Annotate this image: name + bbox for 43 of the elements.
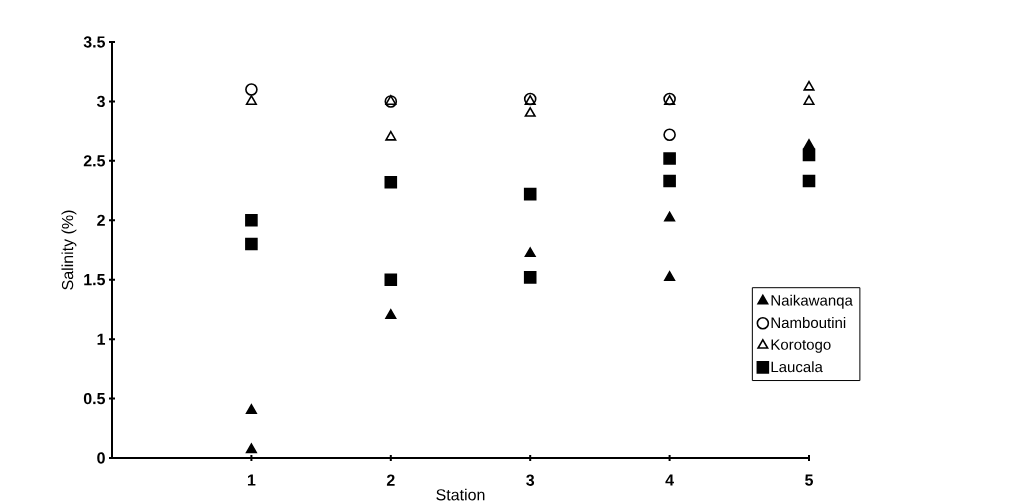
- point: [245, 237, 258, 251]
- y-tick-label: 0: [97, 452, 105, 464]
- y-axis-title: Salinity (%): [61, 210, 77, 290]
- x-tick-label: 1: [247, 474, 256, 486]
- point: [384, 175, 398, 189]
- point: [245, 443, 257, 454]
- y-tick-label: 1.5: [84, 274, 106, 286]
- point: [384, 273, 398, 287]
- x-tick-label: 2: [386, 474, 395, 486]
- x-tick-label: 5: [805, 474, 814, 486]
- point: [245, 95, 257, 105]
- point: [663, 152, 676, 165]
- y-tick-label: 3.5: [83, 36, 106, 48]
- point: [245, 404, 257, 415]
- y-tick-label: 1: [97, 333, 106, 345]
- point: [663, 174, 676, 188]
- point: [802, 174, 816, 188]
- point: [664, 211, 676, 222]
- legend-label: Naikawanqa: [771, 294, 853, 309]
- point: [663, 128, 676, 142]
- point: [524, 247, 536, 258]
- y-tick-label: 3: [96, 95, 105, 108]
- point: [523, 187, 537, 201]
- point: [803, 139, 815, 149]
- x-tick-label: 3: [526, 474, 535, 486]
- point: [664, 271, 676, 281]
- point: [385, 130, 397, 141]
- point: [245, 213, 258, 227]
- y-tick-label: 2.5: [83, 155, 106, 167]
- point: [803, 80, 815, 91]
- point: [385, 309, 397, 319]
- x-axis-title: Station: [436, 488, 485, 501]
- point: [245, 83, 258, 96]
- y-tick-label: 2: [97, 214, 105, 226]
- point: [802, 148, 816, 162]
- legend-label: Laucala: [771, 361, 823, 373]
- legend-label: Korotogo: [771, 339, 831, 353]
- point: [524, 107, 536, 117]
- point: [523, 271, 537, 284]
- legend-label: Namboutini: [771, 317, 846, 329]
- point: [803, 95, 815, 105]
- x-tick-label: 4: [665, 474, 674, 486]
- y-tick-label: 0.5: [83, 392, 106, 405]
